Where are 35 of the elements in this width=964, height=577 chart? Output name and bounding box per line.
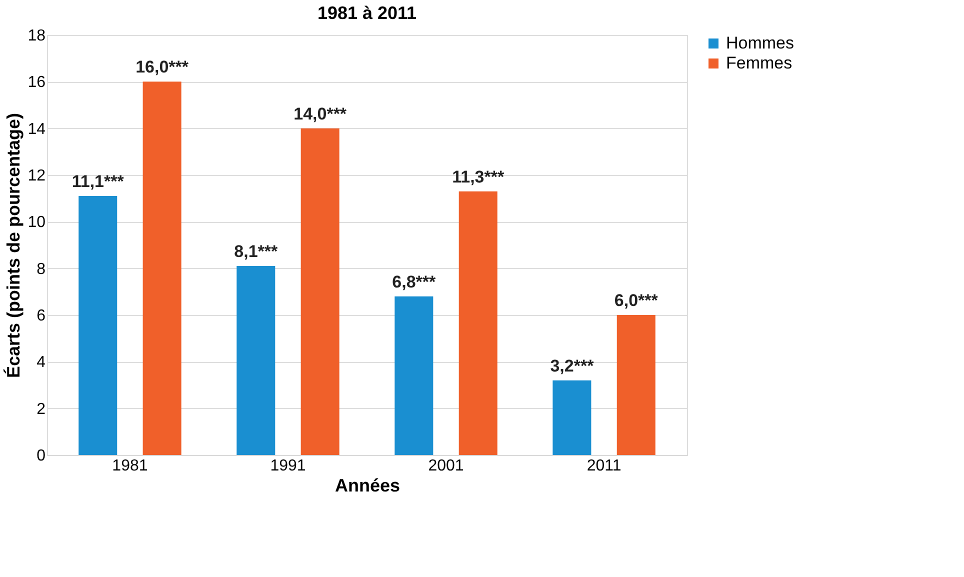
x-tick-label: 1981 <box>112 458 148 474</box>
data-label: 3,2*** <box>550 356 594 376</box>
bar <box>142 82 182 455</box>
bar <box>236 266 276 455</box>
y-tick-label: 2 <box>36 400 46 418</box>
y-tick-label: 12 <box>28 168 46 184</box>
bar <box>394 296 434 455</box>
legend-label: Hommes <box>726 34 794 52</box>
y-tick-label: 14 <box>28 120 46 138</box>
data-label: 11,3*** <box>452 167 504 186</box>
data-label: 8,1*** <box>234 242 278 261</box>
data-label: 11,1*** <box>72 172 124 191</box>
data-label: 14,0*** <box>294 104 347 124</box>
x-axis-title: Années <box>334 476 400 496</box>
y-axis-title: Écarts (points de pourcentage) <box>4 112 24 378</box>
data-label: 6,0*** <box>614 291 658 310</box>
bar <box>552 380 592 455</box>
data-label: 6,8*** <box>392 272 436 292</box>
y-tick-label: 4 <box>36 354 46 372</box>
bar <box>78 196 118 455</box>
y-tick-label: 10 <box>28 214 46 232</box>
y-tick-label: 18 <box>28 28 46 44</box>
data-label: 16,0*** <box>136 58 189 77</box>
bar <box>300 128 340 455</box>
y-tick-label: 0 <box>36 448 46 464</box>
bar <box>458 191 498 455</box>
legend-label: Femmes <box>726 54 792 72</box>
x-tick-label: 2001 <box>428 458 464 474</box>
x-tick-label: 1991 <box>270 458 306 474</box>
bar <box>616 315 656 455</box>
chart-title: 1981 à 2011 <box>317 3 417 23</box>
y-tick-label: 6 <box>36 308 46 324</box>
y-tick-label: 16 <box>28 74 46 92</box>
y-tick-label: 8 <box>36 260 46 278</box>
x-tick-label: 2011 <box>586 458 622 474</box>
